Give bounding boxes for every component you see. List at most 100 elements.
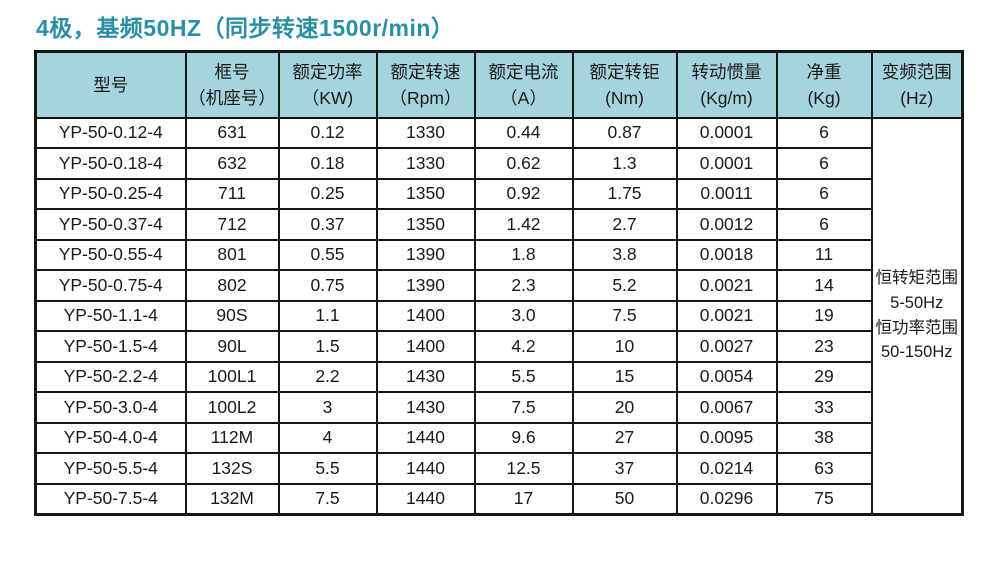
table-cell: 23 [775, 330, 873, 363]
table-cell: 50 [571, 482, 678, 515]
header-net-weight: 净重 (Kg) [775, 50, 873, 119]
table-cell: 0.25 [277, 177, 378, 210]
header-rated-current: 额定电流 （A） [473, 50, 574, 119]
table-cell: 1400 [375, 299, 476, 332]
table-cell: YP-50-0.55-4 [34, 238, 187, 271]
table-cell: 711 [184, 177, 280, 210]
table-row: YP-50-0.37-4 712 0.37 1350 1.42 2.7 0.0012 6 [34, 208, 963, 241]
table-cell: YP-50-1.1-4 [34, 299, 187, 332]
table-row: YP-50-5.5-4 132S 5.5 1440 12.5 37 0.0214 63 [34, 452, 963, 485]
header-frame: 框号 （机座号） [184, 50, 280, 119]
table-cell: YP-50-2.2-4 [34, 360, 187, 393]
table-cell: 0.37 [277, 208, 378, 241]
table-row: YP-50-0.18-4 632 0.18 1330 0.62 1.3 0.0001 6 [34, 147, 963, 180]
table-cell: 20 [571, 391, 678, 424]
table-cell: 0.0001 [675, 147, 778, 180]
table-cell: 33 [775, 391, 873, 424]
table-cell: 1330 [375, 116, 476, 149]
table-cell: 19 [775, 299, 873, 332]
frequency-range-line: 恒转矩范围 [875, 269, 959, 287]
table-cell: 0.75 [277, 269, 378, 302]
table-cell: 4.2 [473, 330, 574, 363]
table-cell: 15 [571, 360, 678, 393]
table-cell: 802 [184, 269, 280, 302]
table-cell: 3 [277, 391, 378, 424]
table-row: YP-50-2.2-4 100L1 2.2 1430 5.5 15 0.0054 29 [34, 360, 963, 393]
table-row: YP-50-1.5-4 90L 1.5 1400 4.2 10 0.0027 23 [34, 330, 963, 363]
table-row: YP-50-4.0-4 112M 4 1440 9.6 27 0.0095 38 [34, 421, 963, 454]
table-cell: 0.0214 [675, 452, 778, 485]
frequency-range-line: 恒功率范围 [875, 318, 959, 337]
table-cell: YP-50-7.5-4 [34, 482, 187, 515]
table-cell: 1430 [375, 360, 476, 393]
header-rated-power: 额定功率 （KW) [277, 50, 378, 119]
table-cell: 1350 [375, 208, 476, 241]
table-cell: 5.5 [277, 452, 378, 485]
table-row: YP-50-0.12-4 631 0.12 1330 0.44 0.87 0.0001 6 恒转… [34, 116, 964, 515]
frequency-range-line: 5-50Hz [890, 293, 944, 312]
table-cell: 0.0021 [675, 269, 778, 302]
table-cell: 712 [184, 208, 280, 241]
motor-spec-table: 型号 框号 （机座号） 额定功率 （KW) 额定转速 （Rpm） 额定电流 （A） 额定… [34, 50, 964, 516]
table-cell: 5.2 [571, 269, 678, 302]
table-cell: 1440 [375, 482, 476, 515]
table-cell: 1350 [375, 177, 476, 210]
table-cell: 10 [571, 330, 678, 363]
table-cell: 0.18 [277, 147, 378, 180]
table-cell: 3.0 [473, 299, 574, 332]
table-cell: 1330 [375, 147, 476, 180]
table-cell: 29 [775, 360, 873, 393]
table-cell: 1.5 [277, 330, 378, 363]
table-cell: 9.6 [473, 421, 574, 454]
table-cell: 5.5 [473, 360, 574, 393]
table-cell: YP-50-3.0-4 [34, 391, 187, 424]
table-cell: 0.0095 [675, 421, 778, 454]
header-model: 型号 [34, 50, 187, 119]
table-cell: 63 [775, 452, 873, 485]
table-cell: 3.8 [571, 238, 678, 271]
table-body: YP-50-0.12-4 631 0.12 1330 0.44 0.87 0.0001 6 恒转… [34, 116, 964, 515]
table-row: YP-50-1.1-4 90S 1.1 1400 3.0 7.5 0.0021 19 [34, 299, 963, 332]
table-cell: 2.3 [473, 269, 574, 302]
header-rated-torque: 额定转钜 (Nm) [571, 50, 678, 119]
table-cell: 4 [277, 421, 378, 454]
table-cell: 1440 [375, 452, 476, 485]
table-cell: 6 [775, 147, 873, 180]
table-cell: 112M [184, 421, 280, 454]
header-frequency-range: 变频范围 (Hz) [870, 50, 964, 119]
table-cell: 27 [571, 421, 678, 454]
table-cell: YP-50-5.5-4 [34, 452, 187, 485]
table-cell: 0.0021 [675, 299, 778, 332]
header-inertia: 转动惯量 (Kg/m) [675, 50, 778, 119]
table-cell: YP-50-0.75-4 [34, 269, 187, 302]
table-cell: 0.0067 [675, 391, 778, 424]
table-cell: 17 [473, 482, 574, 515]
table-cell: 1390 [375, 238, 476, 271]
table-cell: 0.55 [277, 238, 378, 271]
table-cell: 75 [775, 482, 873, 515]
table-cell: 0.87 [571, 116, 678, 149]
table-cell: 0.0018 [675, 238, 778, 271]
table-cell: 6 [775, 116, 873, 149]
table-row: YP-50-0.25-4 711 0.25 1350 0.92 1.75 0.0011 6 [34, 177, 963, 210]
table-cell: 1.8 [473, 238, 574, 271]
frequency-range-cell: 恒转矩范围 5-50Hz 恒功率范围 50-150Hz [870, 116, 964, 515]
table-cell: 100L2 [184, 391, 280, 424]
table-cell: 7.5 [473, 391, 574, 424]
table-cell: 2.2 [277, 360, 378, 393]
table-cell: 0.62 [473, 147, 574, 180]
table-cell: 0.12 [277, 116, 378, 149]
table-cell: 37 [571, 452, 678, 485]
table-cell: 7.5 [277, 482, 378, 515]
table-cell: 1440 [375, 421, 476, 454]
page-title: 4极，基频50HZ（同步转速1500r/min） [36, 15, 455, 41]
table-cell: 2.7 [571, 208, 678, 241]
header-rated-speed: 额定转速 （Rpm） [375, 50, 476, 119]
table-cell: 0.0027 [675, 330, 778, 363]
table-cell: 14 [775, 269, 873, 302]
table-cell: YP-50-0.37-4 [34, 208, 187, 241]
table-cell: 1.1 [277, 299, 378, 332]
frequency-range-line: 50-150Hz [880, 343, 953, 362]
table-cell: 90S [184, 299, 280, 332]
header-row: 型号 框号 （机座号） 额定功率 （KW) 额定转速 （Rpm） 额定电流 （A） 额定… [34, 50, 964, 119]
